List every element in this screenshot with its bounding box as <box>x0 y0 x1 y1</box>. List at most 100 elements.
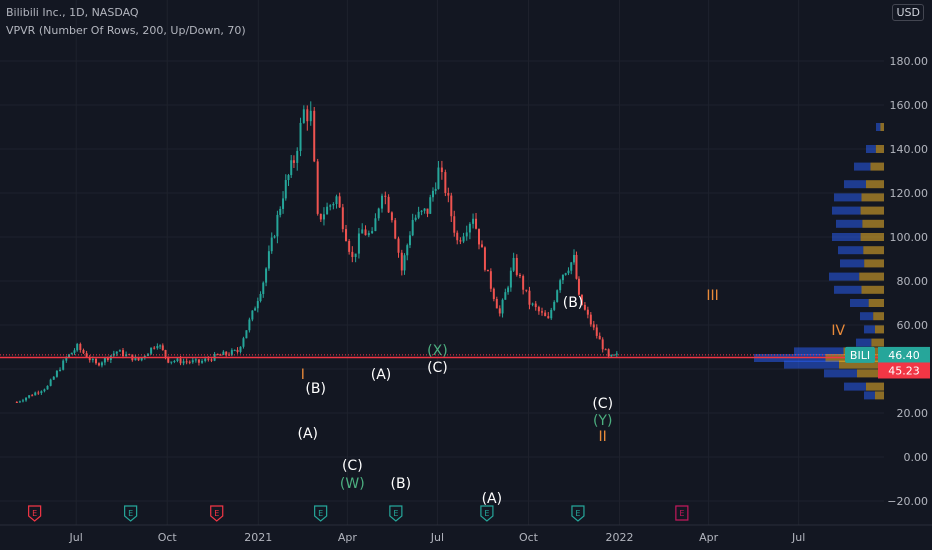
candle-body <box>88 357 91 361</box>
volume-profile-bar-up <box>836 219 863 228</box>
candle-body <box>103 357 106 363</box>
candle-body <box>550 309 553 319</box>
candle-body <box>595 327 598 336</box>
candle-body <box>394 220 397 239</box>
candle-body <box>282 198 285 209</box>
candle-body <box>242 338 245 347</box>
candle-body <box>59 369 62 371</box>
candle-body <box>95 358 98 364</box>
time-axis-label: 2022 <box>606 531 634 544</box>
candle-body <box>210 359 213 361</box>
candle-body <box>18 401 21 403</box>
candle-body <box>262 282 265 294</box>
candle-body <box>489 271 492 289</box>
candle-body <box>122 350 125 357</box>
candle-body <box>414 217 417 220</box>
candle-body <box>553 301 556 310</box>
currency-button[interactable]: USD <box>892 4 924 21</box>
candle-body <box>143 355 146 358</box>
earnings-icon[interactable] <box>389 505 403 522</box>
candle-body <box>371 231 374 234</box>
candle-body <box>167 356 170 363</box>
candle-body <box>313 110 316 162</box>
candle-body <box>361 229 364 234</box>
candle-body <box>225 351 228 355</box>
candle-body <box>610 354 613 357</box>
candle-body <box>228 354 231 356</box>
price-axis-tick: 20.00 <box>897 407 929 420</box>
candle-body <box>85 353 88 358</box>
earnings-icon[interactable] <box>124 505 138 522</box>
candle-body <box>267 251 270 269</box>
candle-body <box>316 161 319 214</box>
candle-body <box>472 218 475 224</box>
volume-profile-bar-down <box>875 325 884 334</box>
volume-profile-bar-down <box>839 360 884 369</box>
price-axis-tick: 0.00 <box>904 451 929 464</box>
candle-body <box>273 236 276 238</box>
time-axis-label: Apr <box>338 531 358 544</box>
candle-body <box>176 358 179 361</box>
candle-body <box>118 350 121 352</box>
candle-body <box>498 308 501 314</box>
earnings-icon[interactable] <box>571 505 585 522</box>
candle-body <box>191 360 194 363</box>
candle-body <box>97 363 100 366</box>
candle-body <box>434 188 437 191</box>
candle-body <box>188 361 191 363</box>
candle-body <box>197 359 200 363</box>
candle-body <box>381 195 384 209</box>
indicator-title[interactable]: VPVR (Number Of Rows, 200, Up/Down, 70) <box>6 24 246 37</box>
candle-body <box>515 257 518 275</box>
volume-profile-bar-up <box>824 369 857 378</box>
candle-body <box>475 218 478 229</box>
candle-body <box>140 357 143 361</box>
volume-profile-bar-down <box>859 272 884 281</box>
symbol-tag[interactable] <box>845 346 875 363</box>
candle-body <box>583 304 586 310</box>
price-axis-tick: −20.00 <box>887 495 928 508</box>
volume-profile-bar-up <box>876 123 881 131</box>
earnings-icon[interactable] <box>675 505 689 521</box>
candle-body <box>276 214 279 237</box>
volume-profile-bar-up <box>832 233 861 241</box>
candle-body <box>465 232 468 237</box>
candle-body <box>420 210 423 212</box>
volume-profile-bar-down <box>875 145 884 153</box>
current-price-tag <box>878 346 930 363</box>
candle-body <box>230 350 233 355</box>
candle-body <box>468 223 471 233</box>
candle-body <box>62 360 65 370</box>
candle-body <box>40 391 43 393</box>
candle-body <box>265 268 268 283</box>
candle-body <box>367 233 370 236</box>
candle-body <box>534 303 537 308</box>
elliott-wave-label: (B) <box>391 476 412 492</box>
candle-body <box>459 240 462 242</box>
candle-body <box>256 301 259 309</box>
candle-body <box>28 395 31 398</box>
price-axis-tick: 120.00 <box>890 187 929 200</box>
candle-body <box>586 309 589 315</box>
volume-profile-bar-up <box>832 206 861 215</box>
volume-profile-bar-down <box>857 369 884 378</box>
earnings-icon[interactable] <box>480 505 494 522</box>
candle-body <box>411 219 414 236</box>
candle-body <box>483 247 486 270</box>
candle-body <box>31 395 34 397</box>
candle-body <box>559 280 562 291</box>
candle-body <box>351 251 354 257</box>
earnings-label: E <box>393 509 398 518</box>
candle-body <box>159 345 162 347</box>
earnings-icon[interactable] <box>314 505 328 522</box>
candle-body <box>43 389 46 392</box>
candle-body <box>525 289 528 291</box>
candle-body <box>73 350 76 353</box>
candle-body <box>504 292 507 300</box>
candle-body <box>329 205 332 207</box>
earnings-icon[interactable] <box>28 505 42 522</box>
elliott-wave-label: (A) <box>371 367 392 383</box>
earnings-icon[interactable] <box>210 505 224 522</box>
candle-body <box>564 273 567 275</box>
